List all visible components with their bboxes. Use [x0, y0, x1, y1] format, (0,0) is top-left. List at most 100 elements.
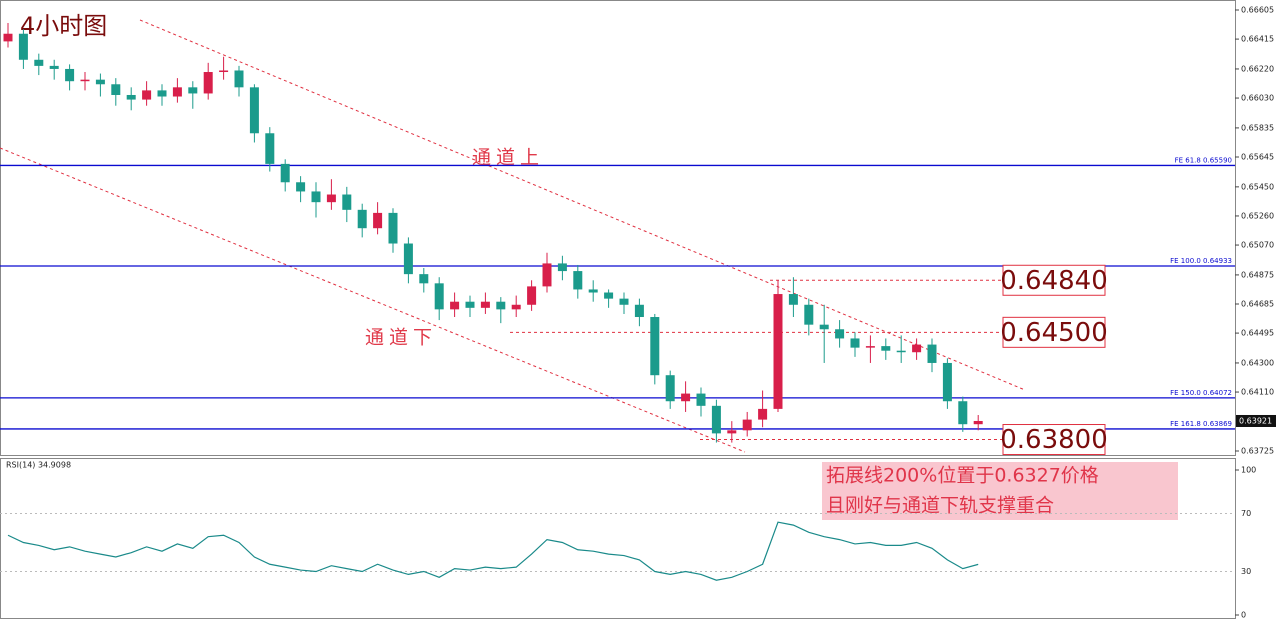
candle-body [881, 346, 891, 351]
target-label: 0.63800 [1000, 425, 1108, 455]
candle-body [450, 301, 460, 310]
candle-body [419, 274, 429, 284]
current-price-label: 0.63921 [1239, 416, 1272, 425]
candle-body [727, 430, 737, 434]
candle-body [619, 298, 629, 305]
candle-body [296, 182, 306, 192]
candle-body [804, 304, 814, 325]
y-tick-label: 0.66605 [1241, 6, 1274, 15]
candle-body [388, 212, 398, 244]
current-price-box [1236, 414, 1276, 427]
candle-body [95, 79, 105, 85]
y-tick-label: 0.66030 [1241, 94, 1274, 103]
y-tick-label: 0.63725 [1241, 447, 1274, 456]
note-box [822, 462, 1178, 520]
candle-body [527, 286, 537, 305]
fe-level-label: FE 61.8 0.65590 [1175, 156, 1232, 164]
candle-body [249, 87, 259, 134]
candle-body [511, 304, 521, 310]
target-box [1002, 264, 1106, 296]
candle-body [3, 33, 13, 42]
candle-body [265, 133, 275, 164]
candle-body [172, 87, 182, 97]
y-tick-label: 0.65450 [1241, 182, 1274, 191]
candle-body [219, 70, 229, 73]
candle-body [634, 304, 644, 318]
y-tick-label: 0.64110 [1241, 388, 1274, 397]
candle-body [203, 72, 213, 94]
fe-level-label: FE 100.0 0.64933 [1170, 257, 1232, 265]
y-tick-label: 0.64875 [1241, 270, 1274, 279]
main-panel [0, 0, 1236, 456]
channel-upper-line [139, 19, 1026, 391]
y-tick-label: 0.66220 [1241, 64, 1274, 73]
candle-body [373, 212, 383, 229]
y-tick-label: 0.65070 [1241, 241, 1274, 250]
candle-body [142, 90, 152, 100]
candle-body [973, 420, 983, 425]
candle-body [280, 163, 290, 183]
candle-body [434, 283, 444, 310]
y-tick-label: 0.65260 [1241, 211, 1274, 220]
candle-body [742, 419, 752, 431]
y-tick-label: 30 [1241, 567, 1251, 576]
fe-level-label: FE 161.8 0.63869 [1170, 420, 1232, 428]
candle-body [604, 292, 614, 299]
candle-body [465, 301, 475, 308]
candle-body [665, 375, 675, 402]
candle-body [650, 317, 660, 376]
candle-body [788, 294, 798, 305]
candle-body [588, 289, 598, 293]
candle-body [573, 271, 583, 290]
channel-lower-label: 通道下 [365, 327, 437, 349]
y-tick-label: 0 [1241, 611, 1246, 620]
y-tick-label: 100 [1241, 466, 1256, 475]
candle-body [326, 194, 336, 203]
y-tick-label: 0.66415 [1241, 35, 1274, 44]
y-tick-label: 0.65645 [1241, 153, 1274, 162]
candle-body [942, 362, 952, 402]
candle-body [157, 90, 167, 97]
candle-body [342, 194, 352, 210]
candle-body [958, 401, 968, 425]
candle-body [927, 344, 937, 363]
channel-lower-line [0, 147, 746, 453]
fe-level-label: FE 150.0 0.64072 [1170, 389, 1232, 397]
candle-body [65, 68, 75, 82]
candle-body [18, 33, 28, 60]
candle-body [480, 301, 490, 308]
candle-body [403, 243, 413, 275]
rsi-panel [0, 458, 1236, 619]
candle-body [773, 294, 783, 409]
candle-body [865, 346, 875, 348]
target-box [1002, 424, 1106, 456]
candle-body [188, 87, 198, 94]
candle-body [111, 84, 121, 95]
channel-upper-label: 通道上 [472, 147, 544, 169]
candle-body [357, 209, 367, 229]
candle-body [758, 408, 768, 420]
candle-body [896, 350, 906, 353]
candle-body [557, 263, 567, 272]
rsi-line [7, 521, 979, 581]
target-label: 0.64840 [1000, 266, 1108, 296]
candle-body [311, 191, 321, 203]
candle-body [126, 94, 136, 100]
y-tick-label: 0.65835 [1241, 123, 1274, 132]
candle-body [496, 301, 506, 310]
candle-body [696, 393, 706, 406]
chart-title: 4小时图 [20, 12, 107, 40]
candle-body [234, 70, 244, 88]
y-tick-label: 0.64495 [1241, 329, 1274, 338]
candle-body [819, 324, 829, 330]
note-line: 拓展线200%位置于0.6327价格 [826, 465, 1099, 487]
candle-body [711, 405, 721, 434]
rsi-title: RSI(14) 34.9098 [6, 461, 71, 470]
y-tick-label: 0.64685 [1241, 300, 1274, 309]
candle-body [49, 65, 59, 69]
y-tick-label: 0.64300 [1241, 358, 1274, 367]
candle-body [542, 263, 552, 287]
candle-body [681, 393, 691, 402]
candle-body [912, 344, 922, 353]
